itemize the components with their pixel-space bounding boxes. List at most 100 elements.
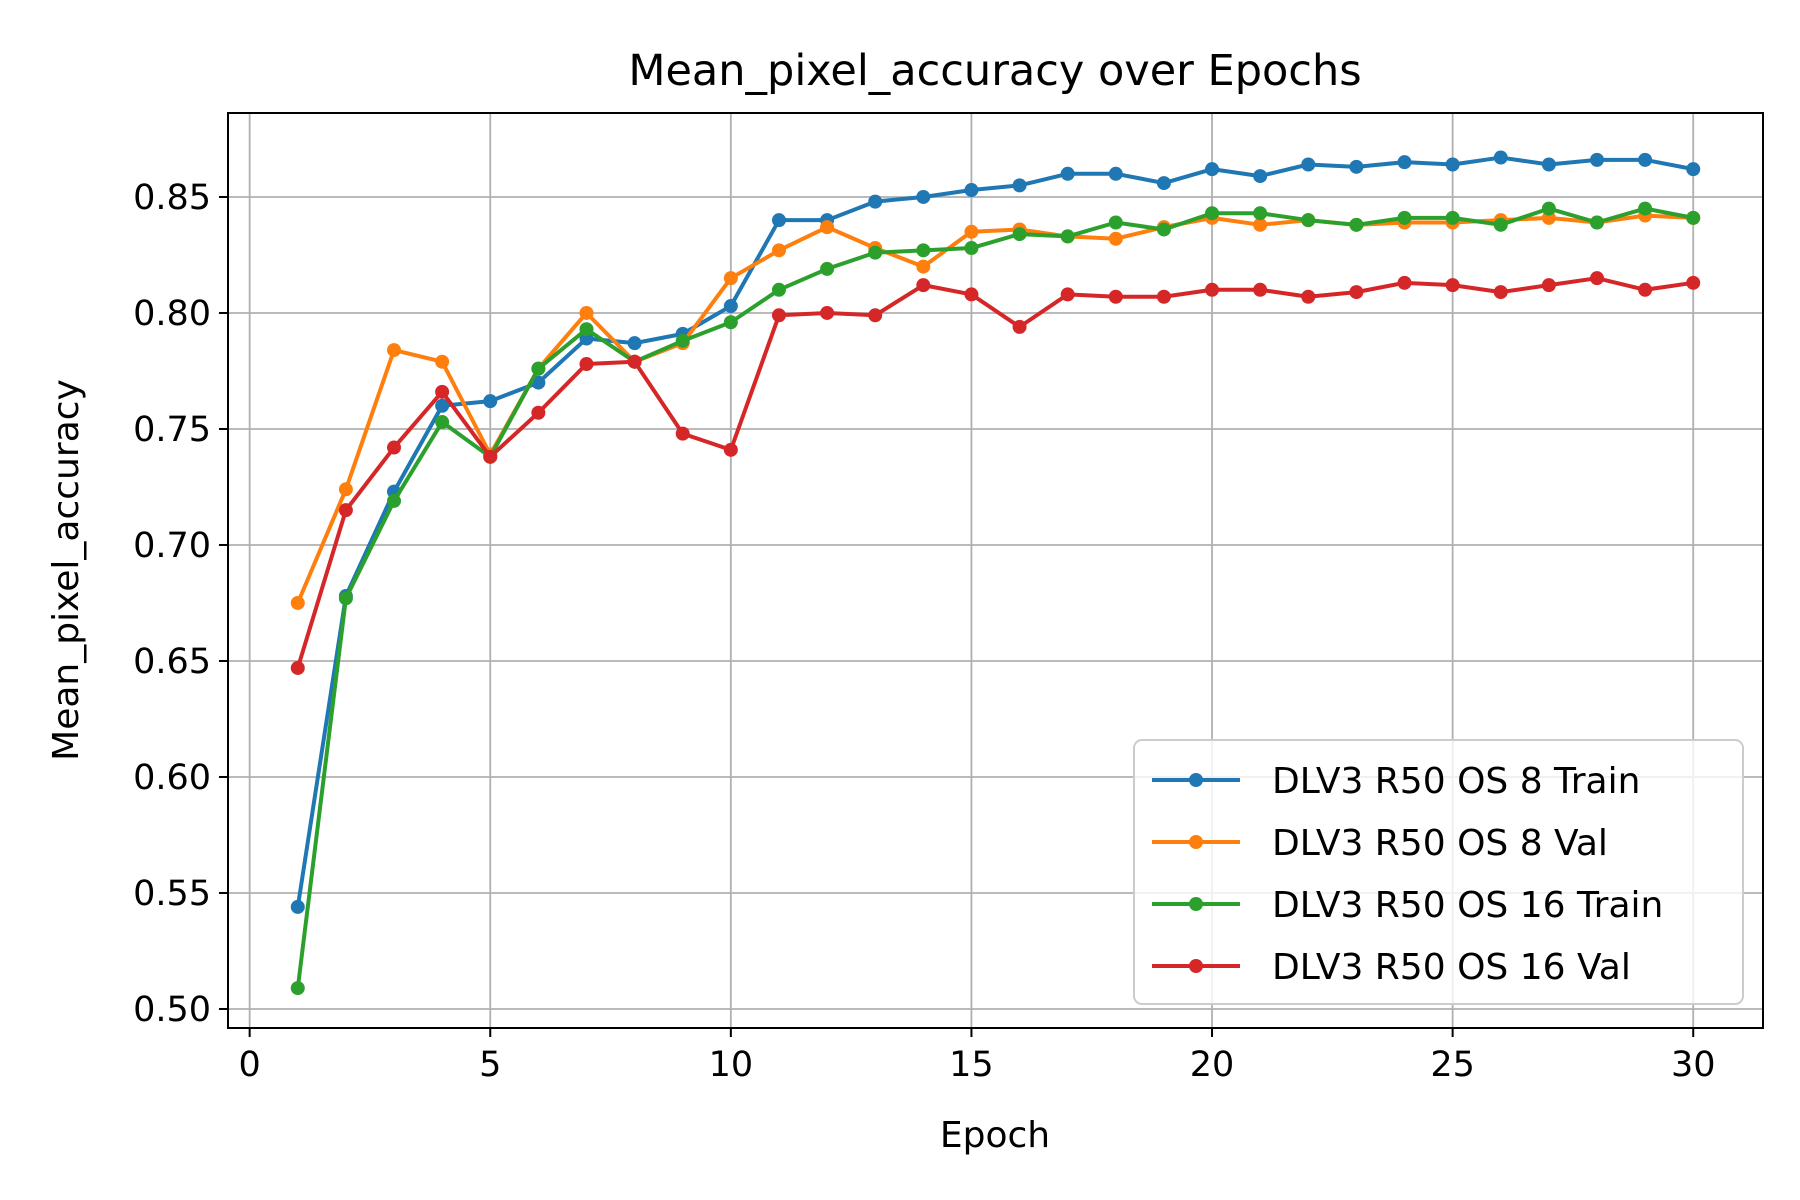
legend-item: DLV3 R50 OS 8 Val (1152, 823, 1608, 864)
data-point (723, 271, 738, 286)
data-point (1205, 282, 1220, 297)
data-point (1445, 278, 1460, 293)
data-point (290, 899, 305, 914)
data-point (1686, 275, 1701, 290)
data-point (820, 305, 835, 320)
x-axis-ticks: 0 5 10 15 20 25 30 (239, 1028, 1716, 1085)
data-point (1060, 166, 1075, 181)
data-point (964, 183, 979, 198)
data-point (1541, 157, 1556, 172)
data-point (1638, 201, 1653, 216)
legend-item: DLV3 R50 OS 16 Val (1152, 947, 1631, 988)
data-point (1541, 201, 1556, 216)
data-point (1638, 152, 1653, 167)
series-layer (290, 150, 1701, 996)
data-point (627, 354, 642, 369)
data-point (1349, 217, 1364, 232)
data-point (675, 426, 690, 441)
data-point (1349, 285, 1364, 300)
data-point (1156, 289, 1171, 304)
data-point (1397, 275, 1412, 290)
data-point (290, 595, 305, 610)
data-point (338, 503, 353, 518)
data-point (1301, 157, 1316, 172)
chart-title: Mean_pixel_accuracy over Epochs (628, 46, 1361, 96)
data-point (1205, 206, 1220, 221)
data-point (1445, 210, 1460, 225)
data-point (1589, 271, 1604, 286)
data-point (723, 315, 738, 330)
x-tick-label: 30 (1671, 1045, 1716, 1085)
data-point (290, 660, 305, 675)
y-axis-ticks: 0.50 0.55 0.60 0.65 0.70 0.75 0.80 0.85 (133, 178, 228, 1030)
legend-label: DLV3 R50 OS 16 Val (1272, 947, 1631, 988)
legend-marker (1189, 897, 1203, 911)
data-point (1493, 285, 1508, 300)
data-point (579, 305, 594, 320)
data-point (1638, 282, 1653, 297)
data-point (771, 282, 786, 297)
legend-items: DLV3 R50 OS 8 Train DLV3 R50 OS 8 Val DLV3… (1152, 761, 1663, 988)
x-tick-label: 25 (1430, 1045, 1475, 1085)
data-point (483, 449, 498, 464)
data-point (531, 405, 546, 420)
data-point (435, 354, 450, 369)
data-point (1253, 206, 1268, 221)
data-point (1060, 287, 1075, 302)
data-point (916, 243, 931, 258)
plot-frame (227, 112, 1764, 1029)
legend-marker (1189, 773, 1203, 787)
legend-item: DLV3 R50 OS 16 Train (1152, 885, 1663, 926)
legend-marker (1189, 835, 1203, 849)
legend-box (1133, 739, 1744, 1005)
data-point (290, 981, 305, 996)
data-point (1205, 162, 1220, 177)
data-point (1012, 227, 1027, 242)
x-axis-label: Epoch (940, 1115, 1050, 1156)
data-point (916, 278, 931, 293)
data-point (435, 398, 450, 413)
series-3 (290, 201, 1701, 996)
data-point (820, 261, 835, 276)
x-tick-label: 15 (949, 1045, 994, 1085)
data-point (1060, 229, 1075, 244)
data-point (1397, 155, 1412, 170)
data-point (1108, 215, 1123, 230)
data-point (1301, 289, 1316, 304)
data-point (1589, 215, 1604, 230)
legend-label: DLV3 R50 OS 8 Train (1272, 761, 1640, 802)
data-point (868, 308, 883, 323)
data-point (771, 243, 786, 258)
data-point (1589, 152, 1604, 167)
data-point (1686, 210, 1701, 225)
legend-item: DLV3 R50 OS 8 Train (1152, 761, 1640, 802)
data-point (1253, 282, 1268, 297)
y-tick-label: 0.55 (133, 874, 211, 914)
data-point (1493, 217, 1508, 232)
data-point (338, 591, 353, 606)
data-point (1108, 231, 1123, 246)
data-point (916, 189, 931, 204)
y-tick-label: 0.70 (133, 526, 211, 566)
data-point (1541, 278, 1556, 293)
data-point (675, 333, 690, 348)
data-point (579, 357, 594, 372)
data-point (1108, 289, 1123, 304)
data-point (435, 384, 450, 399)
data-point (820, 220, 835, 235)
data-point (723, 442, 738, 457)
data-point (1156, 222, 1171, 237)
x-tick-label: 0 (239, 1045, 261, 1085)
data-point (1397, 210, 1412, 225)
x-tick-label: 10 (709, 1045, 754, 1085)
data-point (1686, 162, 1701, 177)
data-point (483, 394, 498, 409)
data-point (868, 245, 883, 260)
y-tick-label: 0.65 (133, 642, 211, 682)
data-point (338, 482, 353, 497)
data-point (723, 299, 738, 314)
y-tick-label: 0.85 (133, 178, 211, 218)
series-4 (290, 271, 1701, 675)
y-tick-label: 0.75 (133, 410, 211, 450)
legend: DLV3 R50 OS 8 Train DLV3 R50 OS 8 Val DLV3… (1133, 739, 1744, 1005)
